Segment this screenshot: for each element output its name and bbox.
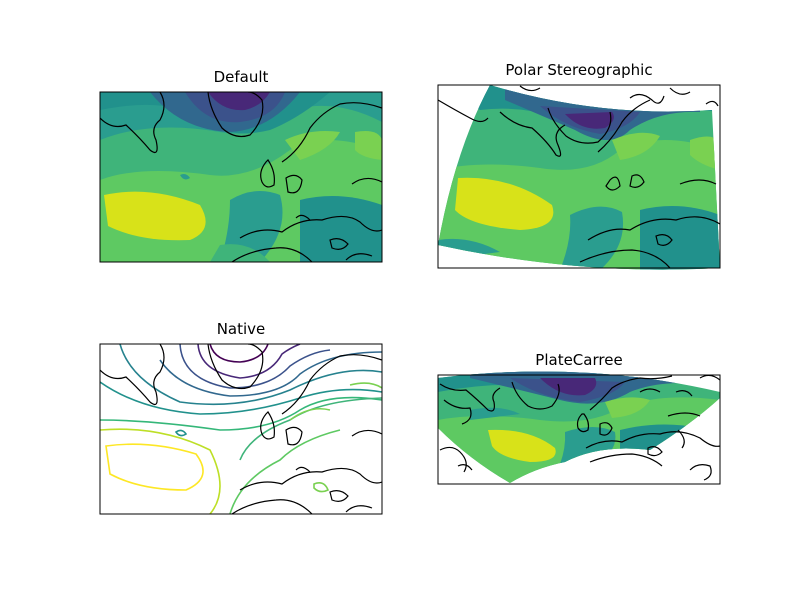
panel-title-polar: Polar Stereographic — [505, 61, 653, 79]
axes-frame-platecarree — [437, 374, 721, 485]
filled-contours-default — [100, 92, 382, 262]
coastlines-polar — [437, 85, 721, 269]
axes-frame-polar — [437, 84, 721, 269]
panel-native — [99, 343, 383, 515]
coastlines-default — [100, 92, 382, 262]
axes-frame-native — [99, 343, 383, 515]
axes-frame-default — [99, 91, 383, 263]
panel-default — [99, 91, 383, 263]
panel-title-native: Native — [216, 320, 266, 338]
coastlines-native — [100, 344, 382, 514]
filled-contours-polar — [438, 85, 720, 270]
panel-title-default: Default — [213, 68, 269, 86]
filled-contours-platecarree — [438, 371, 720, 483]
contour-lines-native — [100, 344, 382, 514]
panel-polar — [437, 84, 721, 270]
panel-title-platecarree: PlateCarree — [535, 351, 623, 369]
panel-platecarree — [437, 371, 721, 485]
